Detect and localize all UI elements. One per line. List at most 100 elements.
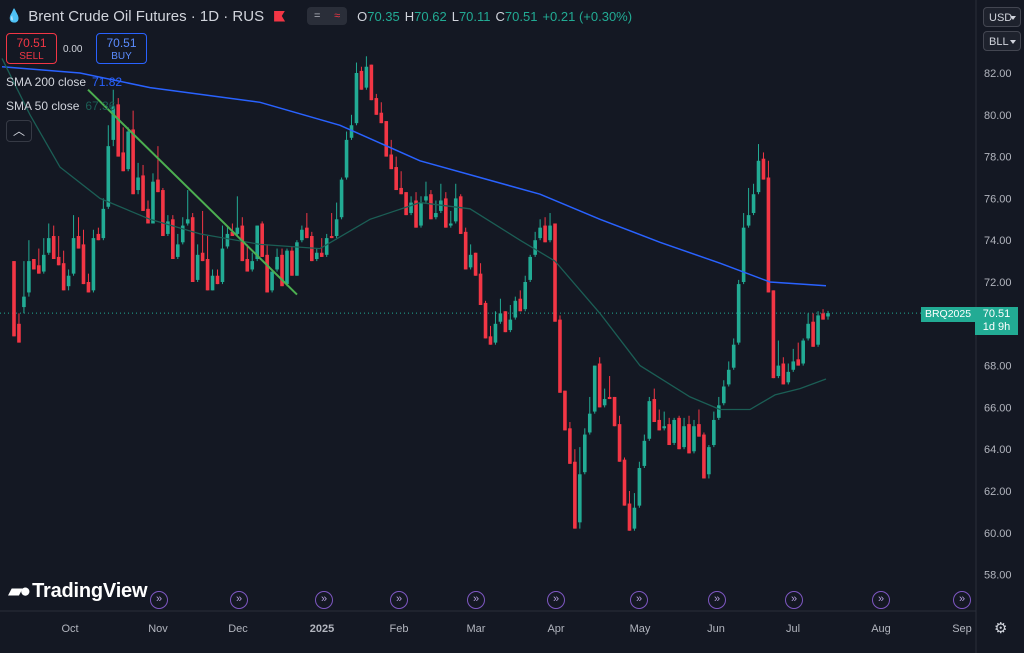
candle (657, 409, 662, 431)
candle-body (389, 154, 394, 170)
symbol-price-badge: BRQ2025 (921, 307, 975, 322)
close-value: 70.51 (504, 8, 538, 24)
symbol-toggle-pill[interactable]: = ≈ (307, 7, 348, 25)
candle (781, 357, 786, 385)
candle (707, 445, 711, 479)
candle (642, 434, 647, 469)
candle (230, 223, 235, 237)
candle (314, 248, 319, 262)
candle (17, 313, 21, 343)
candle-body (637, 468, 642, 506)
unit-select[interactable]: BLL (983, 31, 1021, 51)
candle (290, 246, 294, 276)
event-icon[interactable]: » (708, 591, 726, 609)
candle (682, 417, 686, 450)
sma50-legend[interactable]: SMA 50 close 67.36 (6, 99, 115, 113)
candle-body (121, 152, 125, 172)
candle (349, 114, 354, 140)
candle (612, 396, 617, 427)
candle-body (195, 254, 200, 280)
candle-body (756, 160, 761, 193)
candle-body (478, 273, 483, 305)
candle (776, 340, 781, 379)
time-tick-label: Aug (871, 623, 891, 635)
candle (741, 213, 746, 285)
symbol-title[interactable]: Brent Crude Oil Futures · 1D · RUS (28, 7, 265, 25)
event-icon[interactable]: » (467, 591, 485, 609)
time-tick-label: 2025 (310, 623, 334, 635)
sma50-legend-value: 67.36 (85, 99, 116, 113)
candle (295, 240, 299, 276)
candle-body (488, 336, 493, 345)
last-price-badge: 70.51 1d 9h (975, 307, 1018, 335)
price-tick-label: 66.00 (984, 402, 1012, 414)
candle (37, 248, 41, 274)
candle-body (667, 424, 671, 446)
candle-body (607, 396, 612, 400)
candle (697, 409, 701, 437)
time-tick-label: Oct (61, 623, 78, 635)
candle-body (707, 447, 711, 475)
candle (106, 125, 111, 209)
tradingview-logo[interactable]: ▰● TradingView (8, 580, 148, 603)
event-icon[interactable]: » (547, 591, 565, 609)
candle (756, 144, 761, 195)
candle-body (349, 125, 354, 138)
candle-body (369, 64, 374, 101)
event-icon[interactable]: » (872, 591, 890, 609)
candle-body (106, 146, 111, 207)
event-icon[interactable]: » (315, 591, 333, 609)
event-icon[interactable]: » (630, 591, 648, 609)
candle (796, 342, 801, 366)
candle (687, 415, 691, 454)
time-tick-label: Dec (228, 623, 248, 635)
candle-body (692, 426, 696, 452)
candle (136, 162, 140, 195)
candle-body (508, 319, 513, 331)
flag-icon[interactable] (274, 10, 286, 22)
candle-body (424, 196, 428, 201)
candle-body (662, 426, 667, 429)
candle-body (324, 238, 329, 255)
buy-button[interactable]: 70.51 BUY (96, 33, 147, 64)
candle-body (712, 419, 716, 446)
sma200-legend[interactable]: SMA 200 close 71.82 (6, 75, 122, 89)
candle-body (493, 323, 498, 343)
candle (374, 93, 379, 115)
price-tick-label: 82.00 (984, 68, 1012, 80)
candle-body (582, 434, 587, 473)
candle-body (533, 240, 537, 255)
candle (647, 396, 652, 441)
candle (458, 194, 463, 234)
candle-body (453, 198, 458, 222)
event-icon[interactable]: » (390, 591, 408, 609)
candle-body (190, 217, 195, 282)
candle-body (791, 361, 796, 370)
candle-body (374, 98, 379, 115)
candle-body (151, 181, 155, 224)
candle (81, 229, 86, 285)
event-icon[interactable]: » (230, 591, 248, 609)
candle (602, 388, 607, 408)
candle (131, 110, 135, 195)
time-tick-label: Mar (467, 623, 486, 635)
candle (180, 217, 185, 245)
candle-body (717, 405, 721, 418)
event-icon[interactable]: » (785, 591, 803, 609)
price-tick-label: 76.00 (984, 193, 1012, 205)
sell-button[interactable]: 70.51 SELL (6, 33, 57, 64)
currency-select[interactable]: USD (983, 7, 1021, 27)
candle-body (657, 419, 662, 431)
gear-icon[interactable]: ⚙ (994, 620, 1008, 637)
candle-body (771, 290, 776, 379)
candle-body (200, 252, 205, 262)
chevron-up-icon[interactable]: ︿ (6, 120, 32, 142)
candle-body (37, 265, 41, 274)
event-icon[interactable]: » (150, 591, 168, 609)
candle-body (448, 223, 453, 226)
candle (151, 173, 155, 224)
event-icon[interactable]: » (953, 591, 971, 609)
candle (553, 223, 557, 322)
candle (364, 56, 369, 90)
